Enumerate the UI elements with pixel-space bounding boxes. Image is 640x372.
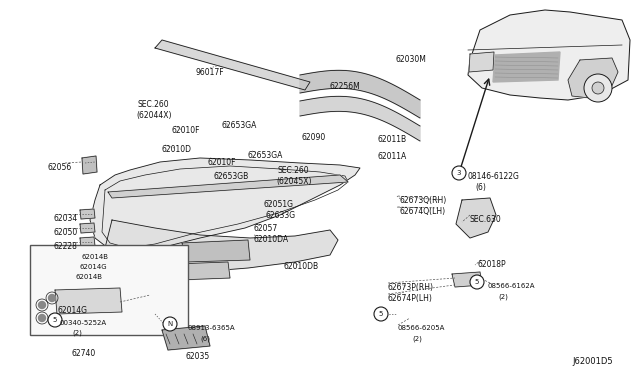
Text: (2): (2) xyxy=(498,294,508,301)
Polygon shape xyxy=(162,326,210,350)
Polygon shape xyxy=(80,209,95,219)
Text: 62653GA: 62653GA xyxy=(248,151,284,160)
Text: 62673Q(RH): 62673Q(RH) xyxy=(400,196,447,205)
Polygon shape xyxy=(80,237,95,247)
Polygon shape xyxy=(300,70,420,118)
Text: J62001D5: J62001D5 xyxy=(572,357,612,366)
Text: 62051G: 62051G xyxy=(264,200,294,209)
Text: 5: 5 xyxy=(379,311,383,317)
Circle shape xyxy=(163,317,177,331)
Polygon shape xyxy=(108,175,348,198)
Polygon shape xyxy=(80,223,95,233)
Polygon shape xyxy=(568,58,618,98)
Text: 62256M: 62256M xyxy=(330,82,361,91)
Circle shape xyxy=(584,74,612,102)
Circle shape xyxy=(470,275,484,289)
Text: 62050: 62050 xyxy=(53,228,77,237)
Circle shape xyxy=(49,295,56,301)
Text: (2): (2) xyxy=(412,336,422,343)
Circle shape xyxy=(374,307,388,321)
Text: 5: 5 xyxy=(475,279,479,285)
Text: 62673P(RH): 62673P(RH) xyxy=(388,283,434,292)
Text: (62044X): (62044X) xyxy=(136,111,172,120)
Text: N: N xyxy=(168,321,173,327)
Text: 62010DB: 62010DB xyxy=(284,262,319,271)
Text: 62035: 62035 xyxy=(185,352,209,361)
Text: 62014B: 62014B xyxy=(82,254,109,260)
Polygon shape xyxy=(493,52,560,82)
Text: 62740: 62740 xyxy=(72,349,96,358)
Polygon shape xyxy=(105,220,338,272)
Polygon shape xyxy=(182,240,250,262)
Circle shape xyxy=(452,166,466,180)
Polygon shape xyxy=(456,198,496,238)
Text: 62014G: 62014G xyxy=(79,264,107,270)
Circle shape xyxy=(38,314,45,321)
Text: 62674P(LH): 62674P(LH) xyxy=(388,294,433,303)
Text: (62045X): (62045X) xyxy=(276,177,312,186)
Text: 08566-6205A: 08566-6205A xyxy=(398,325,445,331)
Text: 62228: 62228 xyxy=(53,242,77,251)
Bar xyxy=(30,245,188,335)
Polygon shape xyxy=(469,52,494,72)
Text: 3: 3 xyxy=(457,170,461,176)
Text: 08913-6365A: 08913-6365A xyxy=(188,325,236,331)
Text: 62011A: 62011A xyxy=(378,152,407,161)
Circle shape xyxy=(592,82,604,94)
Polygon shape xyxy=(55,288,122,314)
Text: 62010F: 62010F xyxy=(172,126,200,135)
Text: (6): (6) xyxy=(475,183,486,192)
Text: 62034: 62034 xyxy=(53,214,77,223)
Text: 62014G: 62014G xyxy=(57,306,87,315)
Text: 62090: 62090 xyxy=(302,133,326,142)
Text: 62674Q(LH): 62674Q(LH) xyxy=(400,207,446,216)
Text: 62653GB: 62653GB xyxy=(214,172,249,181)
Text: 08146-6122G: 08146-6122G xyxy=(468,172,520,181)
Text: SEC.260: SEC.260 xyxy=(138,100,170,109)
Text: 62011B: 62011B xyxy=(378,135,407,144)
Text: 62056: 62056 xyxy=(48,163,72,172)
Text: 62633G: 62633G xyxy=(265,211,295,220)
Polygon shape xyxy=(120,246,150,264)
Text: 62014B: 62014B xyxy=(76,274,103,280)
Polygon shape xyxy=(468,10,630,100)
Polygon shape xyxy=(82,156,97,174)
Circle shape xyxy=(38,301,45,308)
Text: 62018P: 62018P xyxy=(478,260,507,269)
Text: 62010D: 62010D xyxy=(162,145,192,154)
Text: 62010F: 62010F xyxy=(208,158,237,167)
Circle shape xyxy=(48,313,62,327)
Text: 62057: 62057 xyxy=(254,224,278,233)
Polygon shape xyxy=(90,158,360,252)
Polygon shape xyxy=(155,40,310,90)
Polygon shape xyxy=(300,96,420,141)
Text: 62030M: 62030M xyxy=(395,55,426,64)
Text: (2): (2) xyxy=(72,330,82,337)
Text: 5: 5 xyxy=(53,317,57,323)
Text: 62653GA: 62653GA xyxy=(222,121,257,130)
Text: SEC.260: SEC.260 xyxy=(278,166,310,175)
Text: 08566-6162A: 08566-6162A xyxy=(488,283,536,289)
Text: 00340-5252A: 00340-5252A xyxy=(60,320,107,326)
Text: SEC.630: SEC.630 xyxy=(469,215,500,224)
Polygon shape xyxy=(175,262,230,280)
Polygon shape xyxy=(452,272,482,287)
Text: (6): (6) xyxy=(200,336,210,343)
Text: 62010DA: 62010DA xyxy=(253,235,288,244)
Text: 96017F: 96017F xyxy=(195,68,223,77)
